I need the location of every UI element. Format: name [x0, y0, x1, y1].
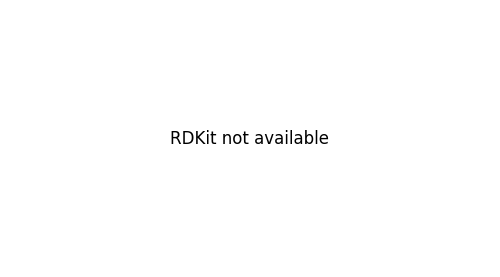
Text: RDKit not available: RDKit not available: [170, 130, 330, 148]
